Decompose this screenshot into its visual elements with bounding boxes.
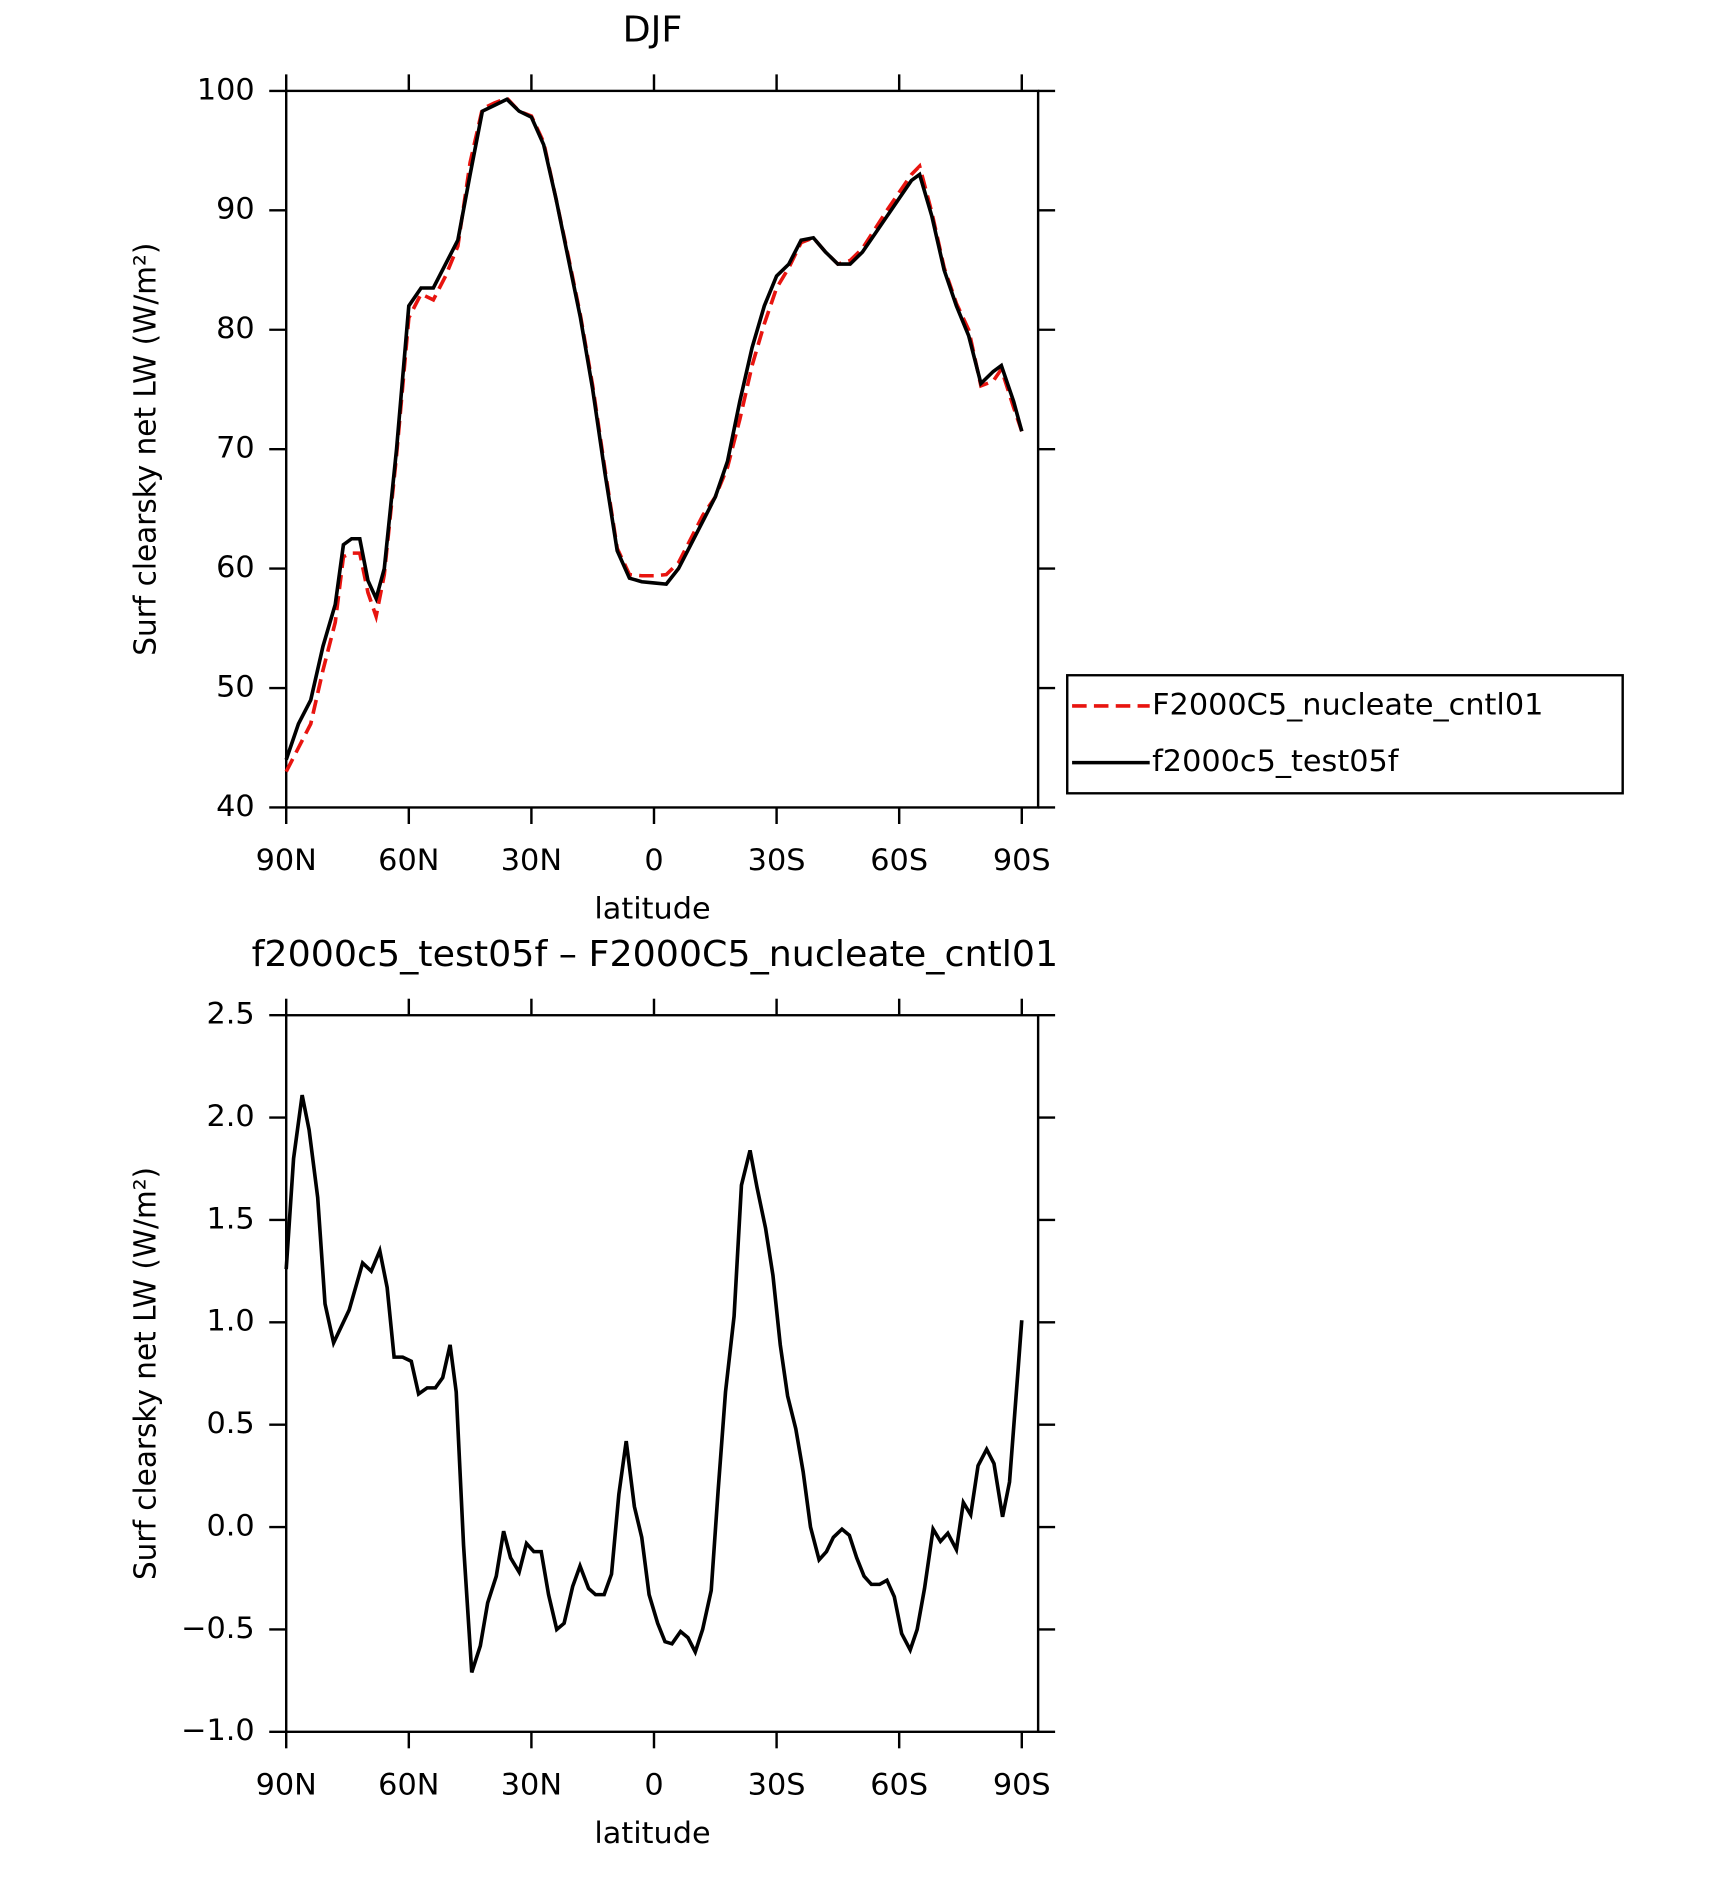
data-line bbox=[284, 97, 1024, 761]
y-tick-label: 0.5 bbox=[206, 1406, 254, 1441]
x-tick-label: 30N bbox=[501, 1768, 562, 1803]
x-axis-label: latitude bbox=[594, 892, 710, 927]
x-tick-label: 0 bbox=[644, 844, 663, 879]
x-tick-label: 90N bbox=[256, 1768, 317, 1803]
legend-label: f2000c5_test05f bbox=[1152, 744, 1400, 779]
y-tick-label: −0.5 bbox=[181, 1611, 255, 1646]
x-tick-label: 30S bbox=[748, 844, 806, 879]
y-tick-label: 100 bbox=[197, 73, 255, 108]
data-line bbox=[284, 1094, 1024, 1673]
y-tick-label: 50 bbox=[216, 670, 255, 705]
x-tick-label: 30N bbox=[501, 844, 562, 879]
x-tick-label: 90S bbox=[993, 844, 1051, 879]
x-tick-label: 90S bbox=[993, 1768, 1051, 1803]
y-tick-label: 0.0 bbox=[206, 1509, 254, 1544]
y-tick-label: 2.0 bbox=[206, 1099, 254, 1134]
x-axis-label: latitude bbox=[594, 1816, 710, 1851]
y-tick-label: 90 bbox=[216, 192, 255, 227]
x-tick-label: 0 bbox=[644, 1768, 663, 1803]
x-tick-label: 90N bbox=[256, 844, 317, 879]
x-tick-label: 30S bbox=[748, 1768, 806, 1803]
y-tick-label: 80 bbox=[216, 312, 255, 347]
plot-frame bbox=[284, 1014, 1040, 1733]
y-tick-label: 2.5 bbox=[206, 997, 254, 1032]
x-tick-label: 60N bbox=[378, 844, 439, 879]
y-tick-label: 70 bbox=[216, 431, 255, 466]
x-tick-label: 60N bbox=[378, 1768, 439, 1803]
y-axis-label: Surf clearsky net LW (W/m²) bbox=[128, 1167, 163, 1580]
x-tick-label: 60S bbox=[870, 1768, 928, 1803]
y-tick-label: 40 bbox=[216, 789, 255, 824]
y-tick-label: 60 bbox=[216, 550, 255, 585]
y-tick-label: 1.0 bbox=[206, 1304, 254, 1339]
y-tick-label: 1.5 bbox=[206, 1202, 254, 1237]
legend-box bbox=[1066, 674, 1624, 795]
y-axis-label: Surf clearsky net LW (W/m²) bbox=[128, 243, 163, 656]
chart-title: f2000c5_test05f – F2000C5_nucleate_cntl0… bbox=[252, 935, 1059, 975]
y-tick-label: −1.0 bbox=[181, 1714, 255, 1749]
x-tick-label: 60S bbox=[870, 844, 928, 879]
chart-title: DJF bbox=[623, 10, 683, 50]
legend-label: F2000C5_nucleate_cntl01 bbox=[1152, 688, 1543, 723]
